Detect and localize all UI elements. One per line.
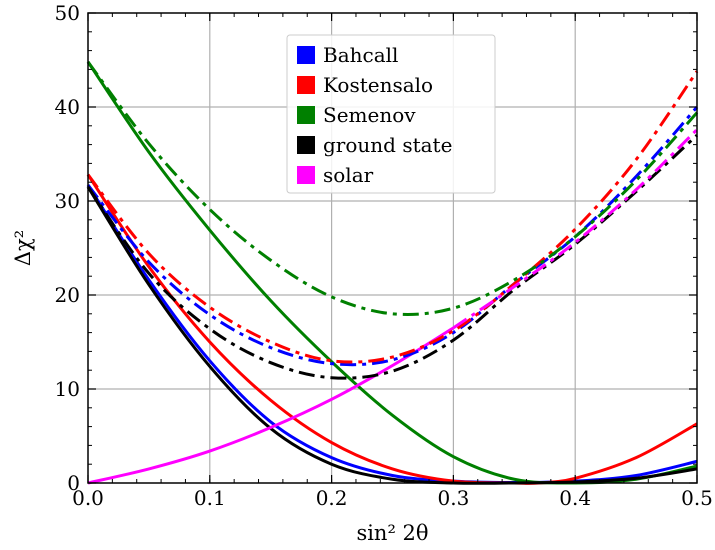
legend-swatch: [297, 46, 315, 64]
y-tick-label: 0: [67, 471, 80, 495]
y-axis-label: Δχ²: [11, 230, 35, 266]
legend-swatch: [297, 166, 315, 184]
legend-label: ground state: [323, 133, 452, 157]
series-layer: [86, 60, 699, 485]
y-tick-label: 50: [55, 1, 80, 25]
legend: Bahcall Kostensalo Semenov ground state sola…: [286, 34, 496, 194]
x-tick-label: 0.4: [559, 486, 591, 510]
y-tick-label: 30: [55, 189, 80, 213]
x-axis-label: sin² 2θ: [356, 521, 428, 545]
legend-label: Bahcall: [323, 43, 398, 67]
x-tick-label: 0.3: [437, 486, 469, 510]
x-tick-label: 0.1: [194, 486, 226, 510]
legend-box: [286, 34, 496, 194]
series-line-4: [87, 326, 455, 485]
series-line-1: [86, 173, 698, 485]
tick-labels: 0.0 0.1 0.2 0.3 0.4 0.5 0 10 20 30 40 50: [55, 1, 713, 510]
y-tick-label: 40: [55, 95, 80, 119]
series-line-6: [86, 70, 699, 364]
legend-swatch: [297, 106, 315, 124]
legend-label: Semenov: [323, 103, 416, 127]
x-tick-label: 0.2: [316, 486, 348, 510]
series-line-3: [86, 186, 698, 485]
x-tick-label: 0.0: [72, 486, 104, 510]
y-tick-label: 20: [55, 283, 80, 307]
y-tick-label: 10: [55, 377, 80, 401]
x-tick-label: 0.5: [681, 486, 713, 510]
series-line-7: [86, 60, 699, 317]
ticks: [87, 12, 698, 484]
series-line-9: [452, 128, 699, 330]
series-line-0: [86, 184, 698, 485]
legend-swatch: [297, 76, 315, 94]
legend-label: solar: [323, 163, 374, 187]
legend-swatch: [297, 136, 315, 154]
plot-frame: [87, 12, 698, 484]
legend-label: Kostensalo: [323, 73, 433, 97]
